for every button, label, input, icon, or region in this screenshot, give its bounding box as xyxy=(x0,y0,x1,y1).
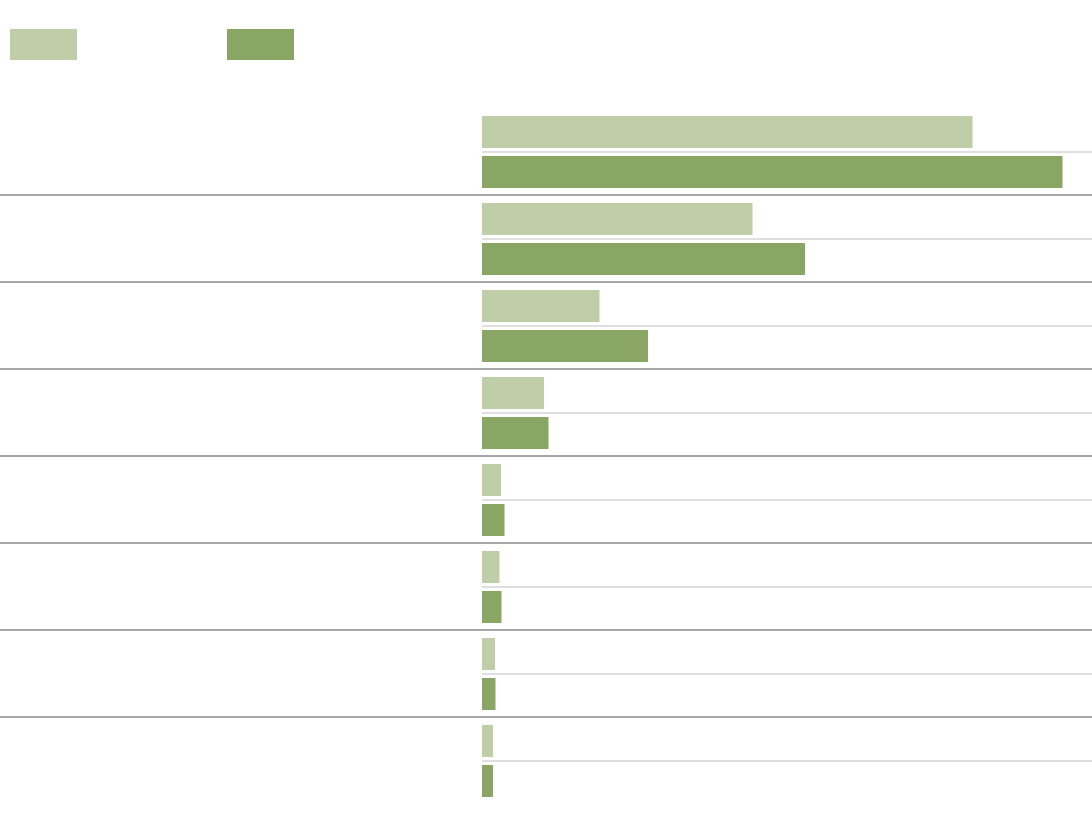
bar-series1-category-4 xyxy=(482,377,545,409)
bar-series2-category-7 xyxy=(482,678,496,710)
bar-series1-category-1 xyxy=(482,116,973,148)
bar-series2-category-3 xyxy=(482,330,648,362)
legend xyxy=(10,29,294,60)
bar-series2-category-1 xyxy=(482,156,1063,188)
bar-series1-category-5 xyxy=(482,464,501,496)
bar-series2-category-2 xyxy=(482,243,806,275)
bar-series2-category-6 xyxy=(482,591,502,623)
category-separators xyxy=(0,151,1092,762)
bars-group xyxy=(482,116,1063,797)
bar-series1-category-2 xyxy=(482,203,753,235)
bar-series2-category-4 xyxy=(482,417,549,449)
bar-series1-category-8 xyxy=(482,725,493,757)
legend-swatch-1 xyxy=(10,29,77,60)
bar-series1-category-6 xyxy=(482,551,500,583)
bar-series2-category-8 xyxy=(482,765,493,797)
bar-series2-category-5 xyxy=(482,504,505,536)
bar-series1-category-7 xyxy=(482,638,495,670)
bar-series1-category-3 xyxy=(482,290,600,322)
legend-swatch-2 xyxy=(227,29,294,60)
